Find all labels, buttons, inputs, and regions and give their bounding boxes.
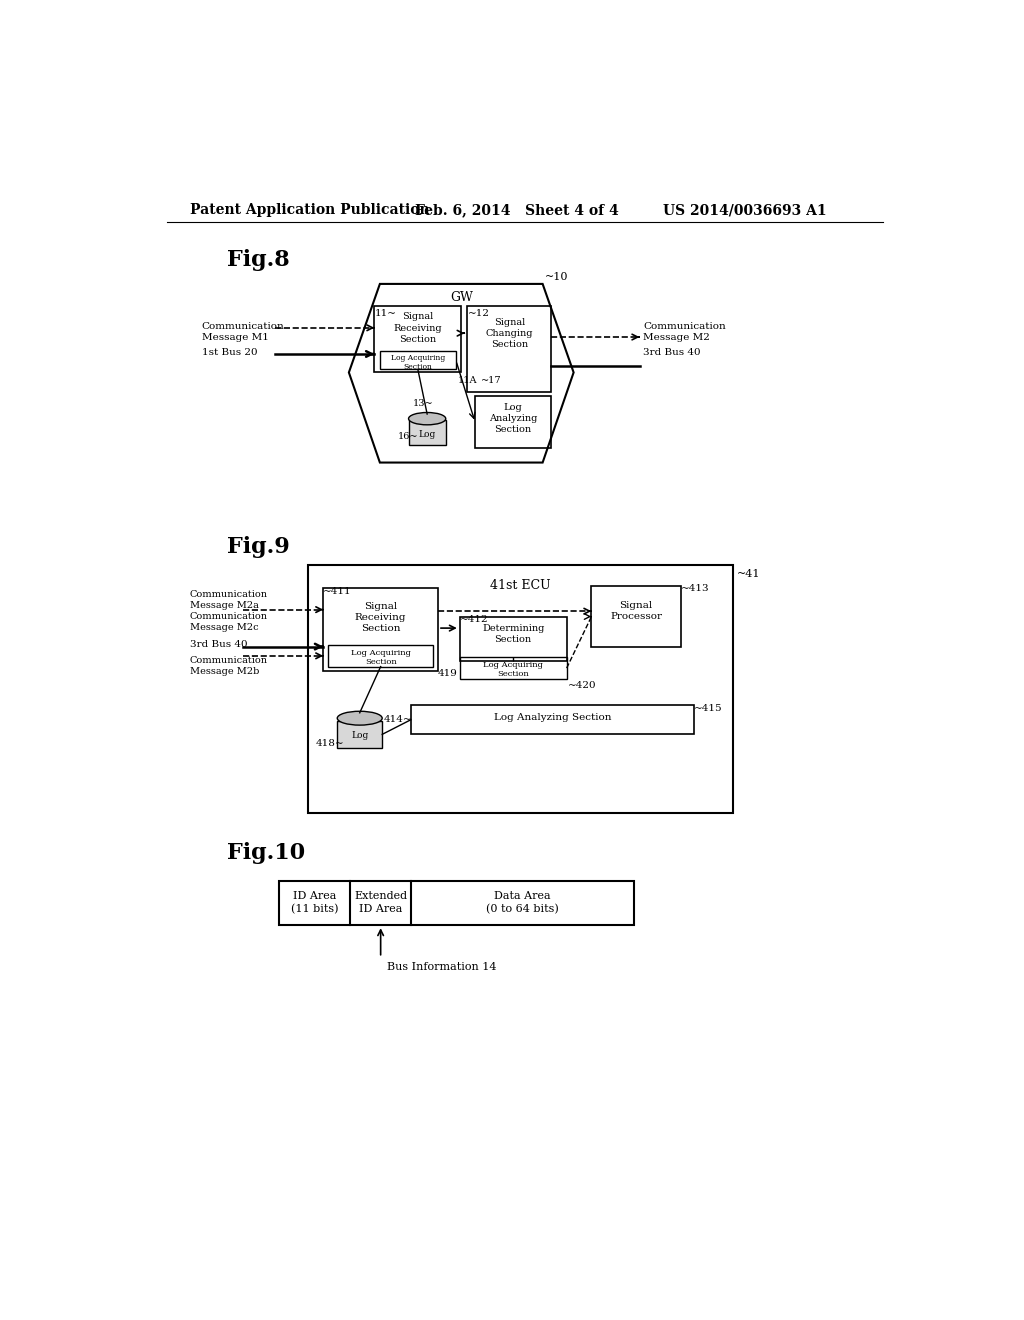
Text: Log: Log [351, 731, 369, 741]
Text: Communication
Message M2b: Communication Message M2b [190, 656, 268, 676]
Text: 418~: 418~ [315, 739, 344, 748]
Text: Communication
Message M2a
Communication
Message M2c: Communication Message M2a Communication … [190, 590, 268, 632]
Text: 13~: 13~ [414, 399, 434, 408]
Ellipse shape [337, 711, 382, 725]
Text: Feb. 6, 2014   Sheet 4 of 4: Feb. 6, 2014 Sheet 4 of 4 [415, 203, 618, 216]
Text: Determining
Section: Determining Section [482, 624, 545, 644]
Text: Log Acquiring
Section: Log Acquiring Section [391, 354, 445, 371]
Text: Communication
Message M1: Communication Message M1 [202, 322, 285, 342]
Text: Fig.8: Fig.8 [227, 249, 290, 272]
Text: ~411: ~411 [324, 586, 352, 595]
Text: Log Acquiring
Section: Log Acquiring Section [350, 649, 411, 667]
Text: Fig.9: Fig.9 [227, 536, 290, 557]
Text: Fig.10: Fig.10 [227, 842, 305, 865]
Text: 414~: 414~ [384, 715, 413, 725]
Text: Signal
Changing
Section: Signal Changing Section [485, 318, 534, 348]
Text: Signal
Receiving
Section: Signal Receiving Section [355, 602, 407, 634]
Text: Log Acquiring
Section: Log Acquiring Section [483, 661, 543, 678]
Text: US 2014/0036693 A1: US 2014/0036693 A1 [663, 203, 826, 216]
Text: ~41: ~41 [736, 569, 760, 578]
Text: ID Area
(11 bits): ID Area (11 bits) [291, 891, 339, 915]
Text: GW: GW [450, 290, 473, 304]
Text: Patent Application Publication: Patent Application Publication [190, 203, 430, 216]
Text: 3rd Bus 40: 3rd Bus 40 [190, 640, 248, 649]
Text: 16~: 16~ [397, 432, 418, 441]
Text: Communication
Message M2: Communication Message M2 [643, 322, 726, 342]
Text: Signal
Receiving
Section: Signal Receiving Section [393, 313, 442, 343]
FancyBboxPatch shape [337, 721, 382, 748]
Text: ~412: ~412 [460, 615, 488, 624]
Text: Log Analyzing Section: Log Analyzing Section [494, 713, 611, 722]
Text: ~413: ~413 [681, 585, 710, 593]
Text: Log: Log [419, 429, 436, 438]
Text: Data Area
(0 to 64 bits): Data Area (0 to 64 bits) [486, 891, 559, 915]
Text: 419: 419 [437, 669, 458, 678]
Text: 1st Bus 20: 1st Bus 20 [202, 348, 257, 356]
Text: 11A: 11A [458, 376, 477, 384]
Text: Bus Information 14: Bus Information 14 [387, 962, 497, 973]
Text: 41st ECU: 41st ECU [489, 579, 551, 591]
Text: ~10: ~10 [545, 272, 568, 282]
Text: ~415: ~415 [693, 704, 722, 713]
Text: ~420: ~420 [568, 681, 597, 690]
Ellipse shape [409, 413, 445, 425]
Text: Extended
ID Area: Extended ID Area [354, 891, 408, 913]
Text: ~17: ~17 [481, 376, 502, 384]
Text: ~12: ~12 [467, 309, 489, 318]
Text: 3rd Bus 40: 3rd Bus 40 [643, 348, 701, 356]
Text: 11~: 11~ [375, 309, 396, 318]
Text: Log
Analyzing
Section: Log Analyzing Section [489, 404, 538, 434]
FancyBboxPatch shape [409, 420, 445, 445]
Text: Signal
Processor: Signal Processor [610, 601, 662, 622]
